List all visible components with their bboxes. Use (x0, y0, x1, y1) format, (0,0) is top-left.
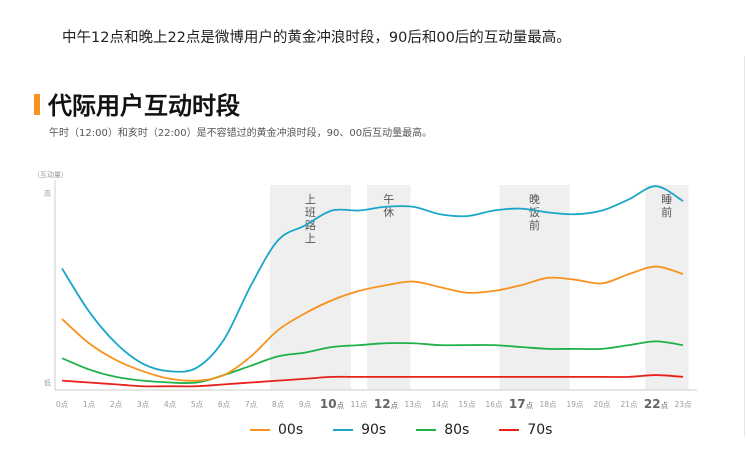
band-label-2-0: 晚 (529, 193, 540, 206)
x-tick-11: 11点 (350, 400, 368, 409)
series-line-00s (61, 265, 684, 382)
x-tick-12: 12点 (374, 397, 399, 411)
x-tick-23: 23点 (674, 400, 692, 409)
x-tick-13: 13点 (404, 400, 422, 409)
legend-item-70s: 70s (499, 422, 552, 438)
lead-text: 中午12点和晚上22点是微博用户的黄金冲浪时段，90后和00后的互动量最高。 (62, 30, 571, 46)
chart-axes: （互动量） 高低 (33, 170, 697, 391)
time-band-3 (645, 185, 689, 390)
x-tick-22: 22点 (644, 397, 669, 411)
x-tick-21: 21点 (620, 400, 638, 409)
band-label-0-2: 路 (305, 219, 316, 232)
legend-swatch-00s (250, 429, 270, 431)
legend-label-80s: 80s (444, 422, 470, 438)
legend-label-90s: 90s (361, 422, 387, 438)
legend-item-00s: 00s (250, 422, 303, 438)
band-label-1-1: 休 (383, 206, 394, 219)
legend-swatch-80s (416, 429, 437, 431)
x-tick-0: 0点 (56, 400, 69, 409)
band-label-2-2: 前 (529, 218, 540, 232)
x-tick-18: 18点 (539, 400, 557, 409)
x-tick-8: 8点 (272, 400, 285, 409)
y-axis-label: （互动量） (33, 170, 68, 179)
legend-item-80s: 80s (416, 422, 469, 438)
legend-swatch-70s (499, 429, 520, 431)
legend-label-70s: 70s (527, 422, 553, 438)
series-line-80s (61, 340, 684, 385)
x-tick-labels: 0点 1点 2点 3点 4点 5点 6点 7点 8点 9点 10点 11点 12点 13点 14点 15点 16… (56, 397, 692, 411)
band-label-0-1: 班 (305, 206, 316, 219)
band-label-3-0: 睡 (661, 193, 672, 206)
page-title: 代际用户互动时段 (48, 92, 240, 120)
band-label-2-1: 饭 (529, 206, 540, 219)
legend-item-90s: 90s (333, 422, 386, 438)
series-lines (61, 185, 684, 388)
x-tick-1: 1点 (83, 400, 96, 409)
x-tick-9: 9点 (299, 400, 312, 409)
band-label-0-3: 上 (305, 232, 316, 245)
band-label-3-1: 前 (661, 205, 672, 219)
x-tick-7: 7点 (245, 400, 258, 409)
chart-subtitle: 午时（12:00）和亥时（22:00）是不容错过的黄金冲浪时段，90、00后互动… (49, 128, 433, 139)
x-tick-17: 17点 (509, 397, 534, 411)
x-tick-6: 6点 (218, 400, 231, 409)
x-tick-4: 4点 (164, 400, 177, 409)
band-label-0-0: 上 (305, 193, 316, 206)
y-high-label: 高 (44, 189, 51, 198)
band-label-1-0: 午 (383, 193, 394, 206)
x-tick-16: 16点 (485, 400, 503, 409)
x-tick-19: 19点 (566, 400, 584, 409)
chart-legend: 00s 90s 80s 70s (250, 422, 552, 438)
title-accent-bar (34, 94, 40, 115)
x-tick-5: 5点 (191, 400, 204, 409)
page-divider (744, 56, 745, 436)
x-tick-14: 14点 (431, 400, 449, 409)
x-tick-3: 3点 (137, 400, 150, 409)
x-tick-15: 15点 (458, 400, 476, 409)
series-line-70s (61, 374, 684, 388)
legend-swatch-90s (333, 429, 354, 431)
y-low-label: 低 (44, 378, 51, 387)
x-tick-20: 20点 (593, 400, 611, 409)
x-tick-2: 2点 (110, 400, 123, 409)
legend-label-00s: 00s (278, 422, 304, 438)
series-line-90s (61, 185, 684, 373)
x-tick-10: 10点 (320, 397, 345, 411)
